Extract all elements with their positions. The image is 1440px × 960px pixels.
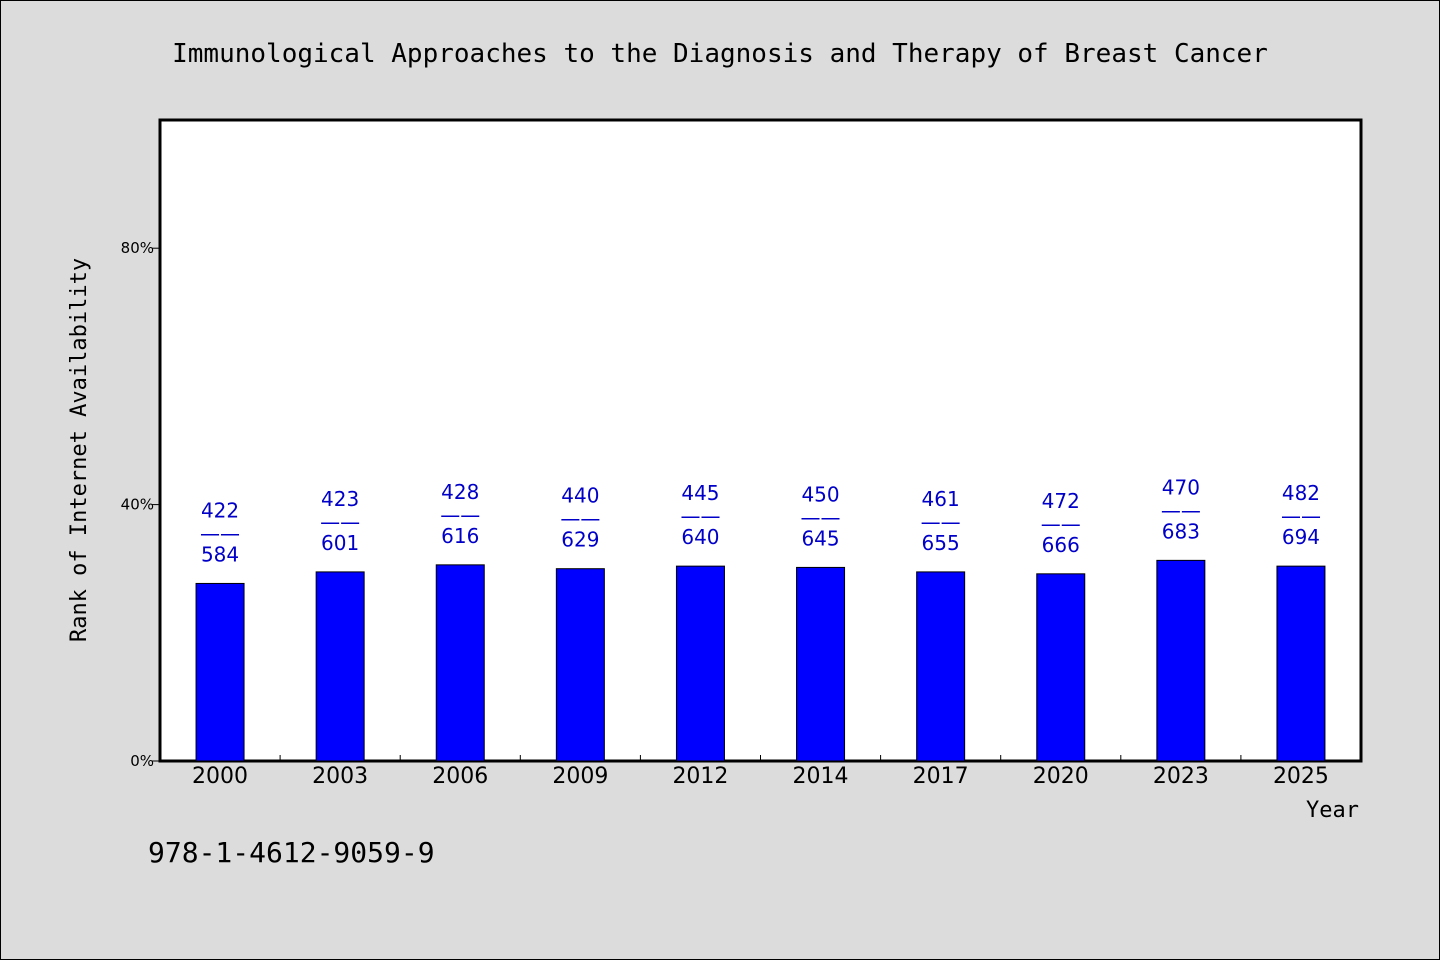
x-tick-label: 2020 xyxy=(1033,764,1089,789)
x-tick-label: 2009 xyxy=(552,764,608,789)
bar-label-separator: —— xyxy=(200,521,240,545)
x-tick-label: 2025 xyxy=(1273,764,1329,789)
bar-label-separator: —— xyxy=(680,504,720,528)
y-tick-label: 40% xyxy=(121,496,154,514)
bar-label-separator: —— xyxy=(1041,512,1081,536)
bar-label-top: 472 xyxy=(1042,489,1080,513)
axis-ticks: 0% 40% 80% xyxy=(121,239,1242,770)
bar xyxy=(916,571,966,762)
bar-label-bottom: 645 xyxy=(801,526,839,550)
bar-label-bottom: 683 xyxy=(1162,519,1200,543)
bar-labels-group: 2000422——5842003423——6012006428——6162009… xyxy=(192,475,1329,789)
x-tick-label: 2006 xyxy=(432,764,488,789)
bar-label-top: 450 xyxy=(801,482,839,506)
bar-label-top: 445 xyxy=(681,481,719,505)
bar xyxy=(555,568,605,762)
x-tick-label: 2023 xyxy=(1153,764,1209,789)
bar-label-separator: —— xyxy=(1161,498,1201,522)
x-tick-label: 2012 xyxy=(672,764,728,789)
bar-label-bottom: 629 xyxy=(561,528,599,552)
bar xyxy=(315,571,365,762)
bar-label-bottom: 694 xyxy=(1282,525,1320,549)
bar-label-top: 470 xyxy=(1162,475,1200,499)
bar xyxy=(1276,565,1326,762)
bar-label-top: 428 xyxy=(441,480,479,504)
chart-title: Immunological Approaches to the Diagnosi… xyxy=(172,39,1268,69)
bar-label-bottom: 601 xyxy=(321,531,359,555)
bar-label-top: 422 xyxy=(201,498,239,522)
bar xyxy=(435,564,485,762)
bar xyxy=(195,582,245,762)
bar-label-separator: —— xyxy=(801,505,841,529)
bar-label-bottom: 655 xyxy=(922,531,960,555)
x-tick-label: 2000 xyxy=(192,764,248,789)
bar-label-separator: —— xyxy=(320,510,360,534)
bar xyxy=(1036,573,1086,762)
bar-label-bottom: 640 xyxy=(681,525,719,549)
bar-label-top: 440 xyxy=(561,484,599,508)
bar xyxy=(1156,559,1206,762)
x-tick-label: 2003 xyxy=(312,764,368,789)
bars-group xyxy=(195,559,1326,762)
bar xyxy=(675,565,725,762)
x-tick-label: 2014 xyxy=(793,764,849,789)
bar-label-bottom: 666 xyxy=(1042,533,1080,557)
x-tick-label: 2017 xyxy=(913,764,969,789)
x-axis-label: Year xyxy=(1306,798,1359,823)
bar-label-top: 461 xyxy=(922,487,960,511)
bar-label-top: 482 xyxy=(1282,481,1320,505)
bar-label-separator: —— xyxy=(1281,504,1321,528)
y-axis-label: Rank of Internet Availability xyxy=(67,258,92,642)
y-tick-label: 0% xyxy=(130,752,154,770)
bar-label-bottom: 616 xyxy=(441,524,479,548)
bar xyxy=(796,566,846,762)
y-tick-label: 80% xyxy=(121,239,154,257)
bar-label-bottom: 584 xyxy=(201,542,239,566)
bar-label-separator: —— xyxy=(440,503,480,527)
isbn-text: 978-1-4612-9059-9 xyxy=(148,836,435,869)
bar-label-separator: —— xyxy=(560,507,600,531)
bar-label-separator: —— xyxy=(921,510,961,534)
bar-label-top: 423 xyxy=(321,487,359,511)
